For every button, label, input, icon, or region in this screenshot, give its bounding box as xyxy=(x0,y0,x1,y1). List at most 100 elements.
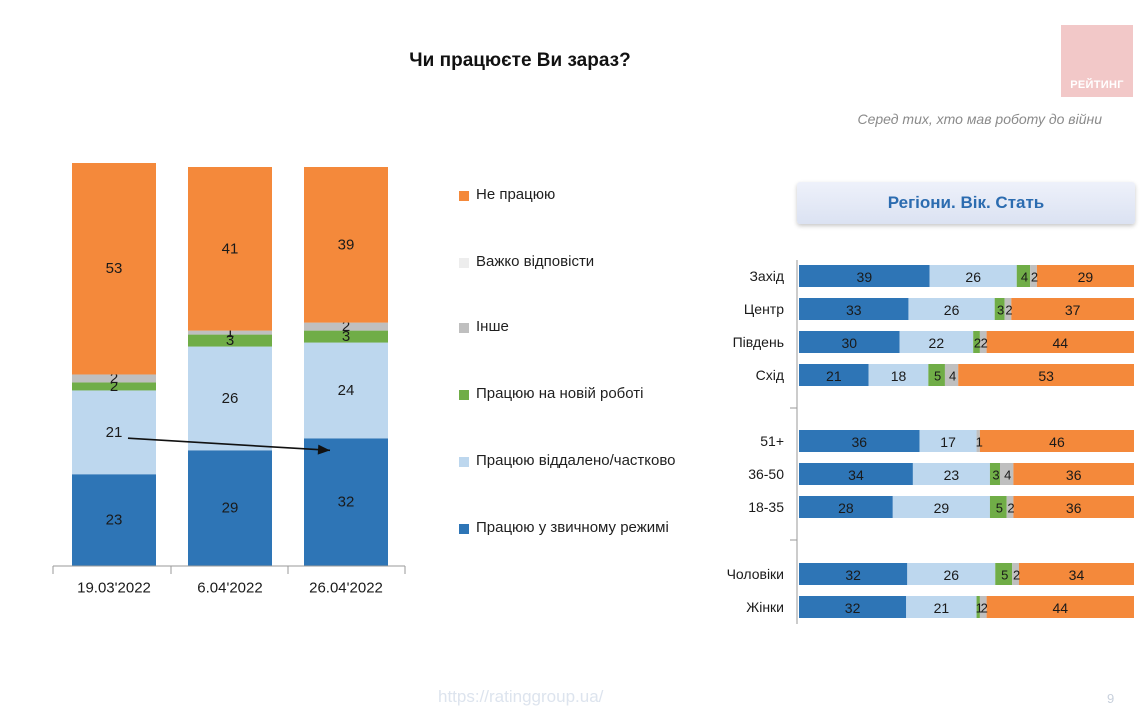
footer-url[interactable]: https://ratinggroup.ua/ xyxy=(438,687,604,706)
hbar-value-label: 32 xyxy=(845,567,861,583)
hbar-value-label: 36 xyxy=(1066,467,1082,483)
hbar-value-label: 2 xyxy=(981,336,988,351)
bar-segment-not-working xyxy=(304,167,388,323)
legend-swatch xyxy=(459,323,469,333)
hbar-segment-remote xyxy=(919,430,977,452)
hbar-segment-remote xyxy=(907,563,996,585)
hbar-value-label: 46 xyxy=(1049,434,1065,450)
hbar-value-label: 4 xyxy=(949,369,956,384)
hbar-segment-remote xyxy=(912,463,990,485)
hbar-value-label: 2 xyxy=(974,336,981,351)
category-label: 51+ xyxy=(760,433,784,449)
hbar-value-label: 28 xyxy=(838,500,854,516)
hbar-segment-other xyxy=(1004,298,1012,320)
hbar-segment-regular xyxy=(799,496,893,518)
bar-segment-new-job xyxy=(304,330,388,343)
bar-segment-regular xyxy=(72,474,156,566)
hbar-value-label: 4 xyxy=(1021,270,1028,285)
hbar-value-label: 26 xyxy=(943,567,959,583)
hbar-value-label: 1 xyxy=(976,601,983,616)
bar-value-label: 2 xyxy=(110,378,118,395)
hbar-segment-not-working xyxy=(1013,496,1134,518)
hbar-segment-not-working xyxy=(1011,298,1134,320)
hbar-segment-new-job xyxy=(995,563,1013,585)
bar-value-label: 32 xyxy=(338,494,355,511)
legend-label: Не працюю xyxy=(476,186,556,203)
hbar-segment-not-working xyxy=(1036,265,1134,287)
legend-swatch xyxy=(459,524,469,534)
bar-value-label: 23 xyxy=(106,512,123,529)
bar-value-label: 26 xyxy=(222,390,239,407)
legend-swatch xyxy=(459,390,469,400)
hbar-segment-not-working xyxy=(1013,463,1134,485)
legend-swatch xyxy=(459,191,469,201)
legend-swatch xyxy=(459,258,469,268)
bar-value-label: 21 xyxy=(106,424,123,441)
hbar-value-label: 29 xyxy=(934,500,950,516)
bar-segment-new-job xyxy=(72,382,156,391)
bar-value-label: 24 xyxy=(338,382,355,399)
hbar-value-label: 44 xyxy=(1053,335,1069,351)
bar-segment-other xyxy=(304,322,388,331)
hbar-segment-other xyxy=(1030,265,1037,287)
legend-label: Працюю на новій роботі xyxy=(476,385,644,402)
trend-arrow-line xyxy=(127,437,331,452)
legend-swatch xyxy=(459,457,469,467)
hbar-segment-not-working xyxy=(958,364,1134,386)
legend-label: Працюю віддалено/частково xyxy=(476,452,676,469)
hbar-value-label: 21 xyxy=(934,600,950,616)
hbar-segment-new-job xyxy=(989,496,1007,518)
hbar-segment-regular xyxy=(799,596,907,618)
hbar-segment-new-job xyxy=(1016,265,1031,287)
category-label: Центр xyxy=(744,301,784,317)
hbar-segment-new-job xyxy=(973,331,980,353)
subtitle-note: Серед тих, хто мав роботу до війни xyxy=(857,111,1102,127)
region-age-sex-header: Регіони. Вік. Стать xyxy=(797,182,1135,224)
category-label: Жінки xyxy=(746,599,784,615)
hbar-value-label: 34 xyxy=(1069,567,1085,583)
bar-segment-remote xyxy=(72,390,156,475)
hbar-segment-not-working xyxy=(1018,563,1134,585)
legend-label: Важко відповісти xyxy=(476,253,595,270)
legend-label: Інше xyxy=(476,318,509,335)
hbar-value-label: 34 xyxy=(848,467,864,483)
hbar-value-label: 21 xyxy=(826,368,842,384)
hbar-value-label: 53 xyxy=(1038,368,1054,384)
hbar-value-label: 17 xyxy=(940,434,956,450)
hbar-segment-not-working xyxy=(986,331,1134,353)
hbar-segment-other xyxy=(976,430,980,452)
hbar-segment-new-job xyxy=(928,364,945,386)
hbar-value-label: 2 xyxy=(981,601,988,616)
hbar-value-label: 22 xyxy=(929,335,945,351)
bar-segment-remote xyxy=(188,346,272,451)
category-label: Захід xyxy=(749,268,784,284)
hbar-value-label: 5 xyxy=(934,369,941,384)
hbar-segment-not-working xyxy=(986,596,1134,618)
hbar-segment-remote xyxy=(929,265,1017,287)
category-label: Чоловіки xyxy=(727,566,784,582)
category-label: Схід xyxy=(756,367,784,383)
hbar-segment-other xyxy=(979,596,987,618)
bar-value-label: 3 xyxy=(226,332,234,349)
hbar-value-label: 29 xyxy=(1078,269,1094,285)
bar-value-label: 29 xyxy=(222,500,239,517)
bar-value-label: 1 xyxy=(226,324,234,341)
bar-segment-remote xyxy=(304,342,388,439)
hbar-segment-new-job xyxy=(994,298,1005,320)
hbar-value-label: 3 xyxy=(997,303,1004,318)
hbar-segment-other xyxy=(944,364,959,386)
hbar-value-label: 44 xyxy=(1053,600,1069,616)
hbar-segment-regular xyxy=(799,331,900,353)
bar-segment-regular xyxy=(188,450,272,566)
hbar-segment-remote xyxy=(908,298,995,320)
hbar-segment-new-job xyxy=(976,596,980,618)
category-label: 18-35 xyxy=(748,499,784,515)
hbar-segment-other xyxy=(979,331,987,353)
region-header-label: Регіони. Вік. Стать xyxy=(887,193,1045,212)
rating-logo: РЕЙТИНГ xyxy=(1061,25,1133,97)
hbar-value-label: 26 xyxy=(944,302,960,318)
hbar-segment-regular xyxy=(799,563,908,585)
hbar-value-label: 1 xyxy=(976,435,983,450)
hbar-value-label: 18 xyxy=(891,368,907,384)
hbar-value-label: 4 xyxy=(1004,468,1011,483)
